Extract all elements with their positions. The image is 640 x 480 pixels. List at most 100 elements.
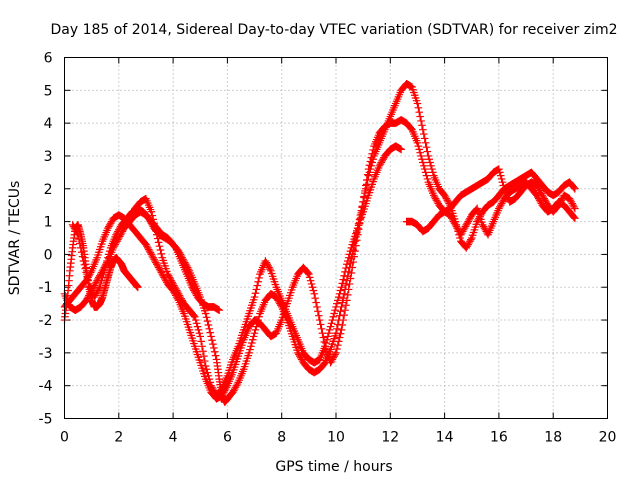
data-point [413, 99, 422, 108]
data-point [339, 316, 348, 324]
data-point [292, 343, 300, 352]
data-point [208, 336, 216, 345]
y-tick-label: -1 [39, 280, 53, 296]
data-point [191, 316, 200, 324]
data-point [247, 342, 255, 351]
data-point [397, 145, 405, 154]
data-point [196, 358, 205, 367]
data-point [362, 199, 370, 208]
data-point [477, 215, 485, 224]
data-point [336, 307, 345, 316]
data-point [254, 277, 262, 286]
data-point [241, 360, 250, 368]
data-point [277, 316, 286, 324]
data-point [356, 216, 365, 224]
data-point [418, 155, 426, 164]
data-point [343, 296, 351, 305]
x-tick-label: 20 [599, 430, 617, 446]
data-point [310, 289, 319, 298]
data-point [409, 85, 417, 94]
data-point [344, 253, 353, 262]
data-point [248, 298, 257, 307]
data-point [305, 273, 314, 282]
data-point [76, 244, 85, 252]
data-point [83, 272, 91, 281]
data-point [243, 315, 252, 323]
data-point [469, 228, 478, 237]
data-point [81, 264, 90, 273]
data-point [286, 291, 294, 300]
data-point [199, 347, 207, 356]
data-point [267, 269, 276, 278]
data-point [190, 311, 198, 320]
data-point [238, 328, 247, 337]
data-point [190, 339, 198, 348]
y-tick-label: 2 [44, 182, 53, 198]
data-point [193, 322, 202, 331]
data-point [271, 280, 280, 289]
data-point [333, 299, 341, 308]
data-point [238, 331, 246, 340]
data-point [99, 270, 108, 278]
data-point [340, 271, 348, 280]
data-point [193, 350, 202, 359]
data-point [360, 205, 368, 213]
data-point [183, 320, 192, 329]
data-point [243, 354, 252, 363]
data-point [341, 306, 349, 314]
data-point [322, 339, 330, 347]
x-tick-label: 18 [544, 430, 562, 446]
data-point [200, 357, 209, 365]
data-point [157, 250, 166, 258]
data-point [367, 153, 376, 162]
data-point [95, 248, 103, 257]
data-point [417, 152, 425, 160]
data-point [195, 356, 204, 364]
data-point [365, 188, 374, 197]
x-tick-label: 14 [436, 430, 454, 446]
data-point [285, 294, 293, 302]
data-point [147, 207, 156, 216]
data-point [472, 220, 481, 229]
data-point [211, 351, 220, 360]
data-point [364, 165, 373, 173]
data-point [330, 334, 338, 343]
y-tick-label: -3 [39, 346, 53, 362]
data-point [410, 88, 418, 97]
data-point [496, 171, 505, 180]
data-point [155, 242, 164, 251]
data-point [367, 183, 376, 191]
data-point [226, 363, 234, 372]
data-point [361, 202, 369, 211]
data-point [287, 286, 296, 294]
data-point [349, 238, 357, 246]
data-point [200, 352, 208, 360]
data-point [421, 168, 430, 177]
data-point [246, 306, 254, 315]
data-point [242, 357, 251, 365]
data-point [467, 234, 476, 242]
data-point [251, 326, 260, 334]
data-point [245, 309, 253, 318]
data-point [315, 311, 323, 320]
data-point [191, 345, 200, 353]
data-point [428, 165, 436, 173]
data-point [194, 326, 203, 334]
data-point [239, 365, 248, 374]
data-point [210, 344, 218, 352]
data-point [344, 285, 353, 294]
y-tick-label: 6 [44, 51, 53, 67]
data-point [197, 337, 205, 346]
data-point [207, 332, 215, 341]
data-point [202, 313, 211, 322]
data-point [419, 125, 427, 134]
data-point [305, 270, 313, 278]
data-point [321, 342, 329, 351]
data-point [325, 326, 334, 334]
data-point [209, 340, 217, 348]
data-point [304, 269, 312, 277]
data-point [195, 329, 204, 337]
y-tick-label: 0 [44, 247, 53, 263]
data-point [191, 342, 199, 351]
